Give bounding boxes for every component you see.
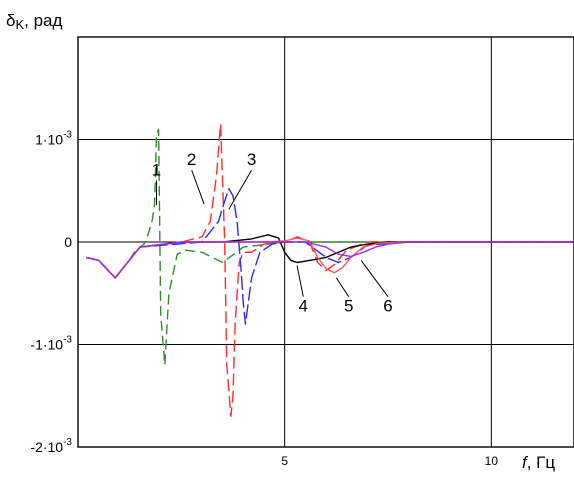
series-line-5 (86, 237, 574, 279)
leader-line-5 (335, 277, 350, 297)
curve-label-2: 2 (187, 150, 196, 169)
series-line-2 (86, 123, 574, 417)
series-line-1 (86, 128, 574, 366)
series-line-3 (86, 188, 574, 325)
x-tick-label-0: 5 (281, 454, 288, 468)
y-tick-label-0: 1·10-3 (35, 130, 72, 148)
y-axis-label-sub: K (15, 17, 24, 32)
leader-line-6 (360, 260, 389, 297)
leader-line-3 (228, 169, 253, 210)
y-tick-label-2: -1·10-3 (30, 335, 72, 353)
y-tick-label-1: 0 (64, 234, 72, 250)
tick-labels: 1·10-3 0 -1·10-3 -2·10-3 5 10 (30, 130, 498, 469)
y-tick-label-3: -2·10-3 (30, 437, 72, 455)
series-group (86, 123, 574, 417)
curve-label-3: 3 (247, 150, 256, 169)
curve-label-5: 5 (344, 297, 353, 316)
x-tick-label-1: 10 (485, 454, 499, 468)
leader-line-4 (296, 265, 304, 297)
curve-label-1: 1 (152, 160, 161, 179)
curve-label-6: 6 (383, 297, 392, 316)
x-axis-label: f, Гц (522, 453, 555, 472)
curve-label-4: 4 (299, 297, 308, 316)
series-line-6 (86, 241, 574, 279)
leader-line-2 (191, 169, 205, 205)
curve-labels: 1 2 3 4 5 6 (152, 150, 393, 316)
y-axis-label: δK, рад (6, 11, 62, 32)
